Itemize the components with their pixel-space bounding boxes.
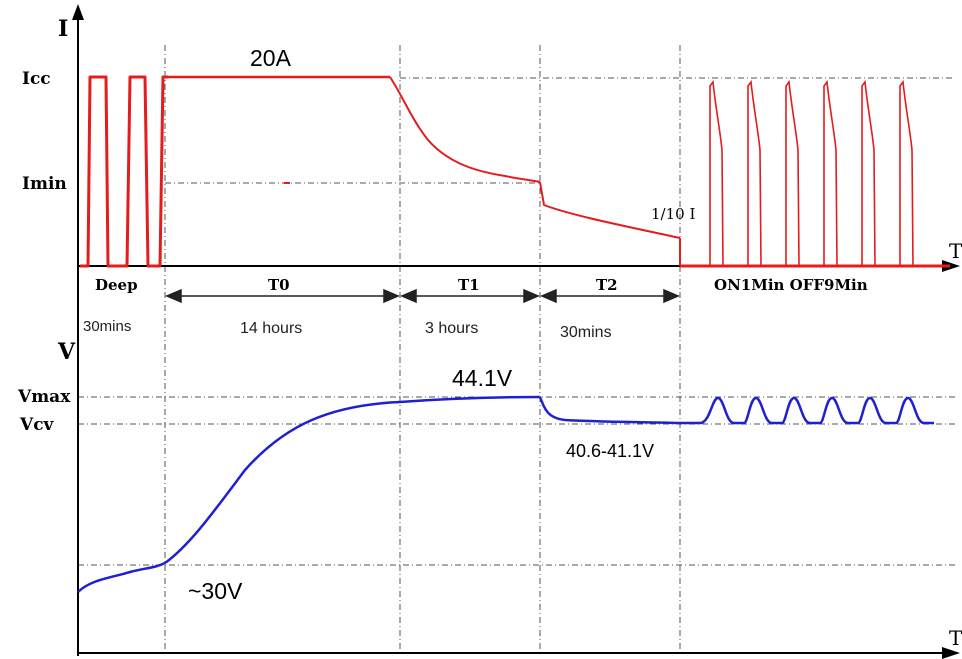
float-current-pulses <box>709 79 914 267</box>
t0-arrow-right <box>383 288 400 304</box>
stage-t2-duration: 30mins <box>560 324 612 341</box>
t1-voltage-hold <box>399 395 541 404</box>
stage-t0-name: T0 <box>268 276 290 294</box>
tail-current-annotation: 1/10 I <box>651 205 695 223</box>
y-axis-arrow <box>72 4 84 20</box>
float-current-pulse <box>747 79 762 267</box>
voltage-curve <box>77 395 681 593</box>
icc-label: Icc <box>22 69 51 89</box>
t1-current-decay <box>389 76 541 183</box>
time-axis-label-top: T <box>949 239 962 263</box>
current-time-arrow <box>942 260 960 272</box>
stage-t1-duration: 3 hours <box>425 320 478 337</box>
vmax-label: Vmax <box>17 387 71 407</box>
voltage-float-annotation: 40.6-41.1V <box>566 441 654 461</box>
voltage-time-arrow <box>942 647 960 659</box>
current-axis-label: I <box>58 16 68 42</box>
voltage-axis-label: V <box>57 339 76 365</box>
stage-dividers <box>164 45 681 655</box>
float-current-pulse <box>785 79 800 267</box>
float-current-pulse <box>899 79 914 267</box>
deep-discharge-pulses <box>80 75 168 268</box>
t0-voltage-rise <box>164 400 401 565</box>
current-value-annotation: 20A <box>250 45 292 71</box>
stage-t0-duration: 14 hours <box>240 320 302 337</box>
stage-t2-name: T2 <box>596 276 618 294</box>
deep-voltage-rise <box>77 561 166 593</box>
axes <box>77 14 948 656</box>
t0-arrow-left <box>165 288 182 304</box>
stage-arrows <box>165 288 680 304</box>
float-voltage-wave <box>680 396 934 425</box>
t2-current-decay <box>539 181 681 239</box>
voltage-max-annotation: 44.1V <box>452 365 513 391</box>
stage-deep-duration: 30mins <box>83 318 131 335</box>
float-current-pulse <box>861 79 876 267</box>
stage-deep-name: Deep <box>95 276 138 294</box>
t1-arrow-right <box>523 288 540 304</box>
vcv-label: Vcv <box>19 415 55 435</box>
stage-float-name: ON1Min OFF9Min <box>714 276 868 294</box>
t2-arrow-left <box>540 288 557 304</box>
t1-arrow-left <box>400 288 417 304</box>
arrowheads <box>72 4 960 659</box>
time-axis-label-bottom: T <box>949 626 962 650</box>
float-current-pulse <box>823 79 838 267</box>
float-current-pulse <box>709 79 724 267</box>
current-curve <box>80 75 950 268</box>
float-voltage-bumps <box>680 396 934 425</box>
voltage-start-annotation: ~30V <box>188 578 243 604</box>
t2-voltage-drop <box>538 396 681 425</box>
imin-label: Imin <box>22 174 67 194</box>
t2-arrow-right <box>663 288 680 304</box>
stage-t1-name: T1 <box>458 276 480 294</box>
